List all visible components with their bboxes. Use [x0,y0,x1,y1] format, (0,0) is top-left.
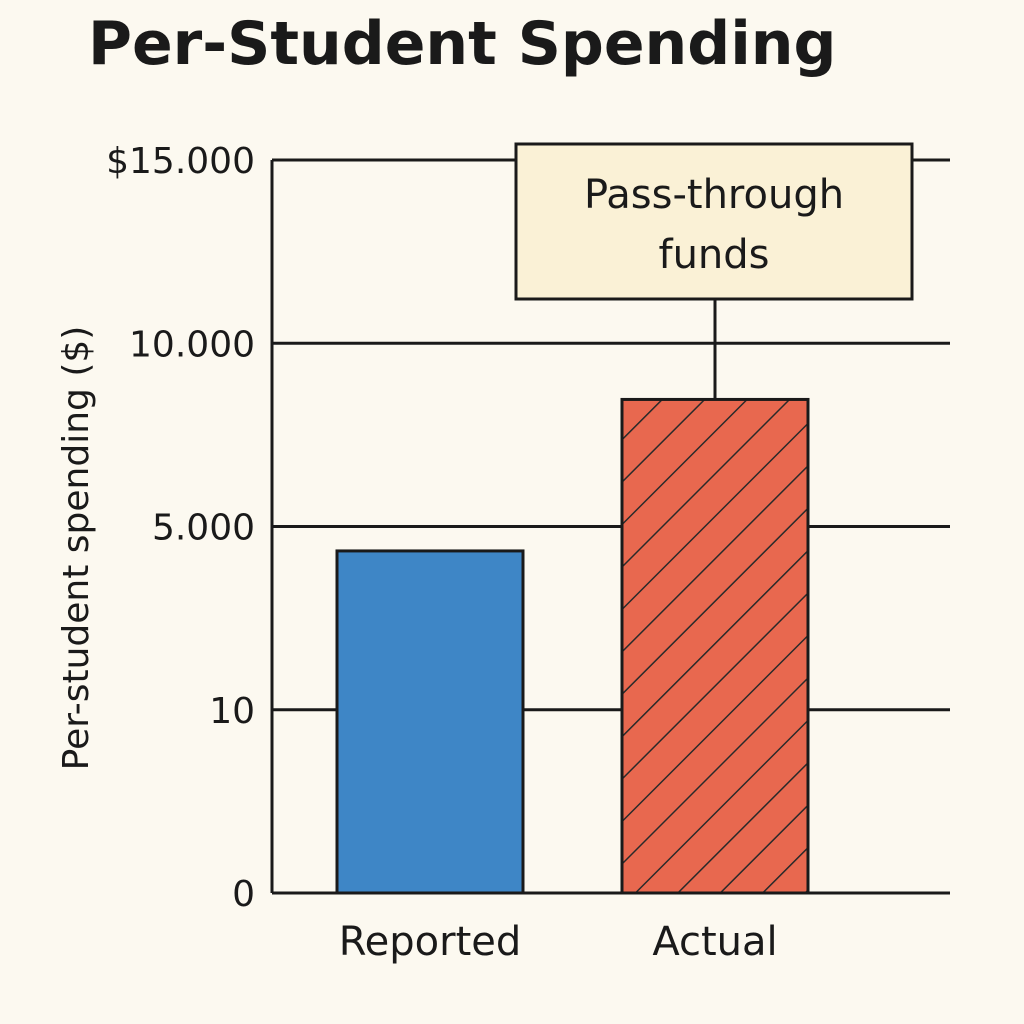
y-tick-label: $15.000 [106,141,255,182]
annotation-text-line-1: Pass-through [584,172,844,218]
category-label-layer: Reported Actual [339,919,778,965]
bar-layer [335,397,810,895]
annotation-box [514,142,914,301]
y-tick-label: 0 [232,874,255,915]
y-axis-label: Per-student spending ($) [56,326,97,771]
chart-title: Per-Student Spending [88,9,836,79]
category-label-actual: Actual [652,919,777,965]
bar-reported [335,549,525,895]
tick-label-layer: 0 10 5.000 10.000 $15.000 [106,141,255,915]
annotation-text-line-2: funds [658,232,769,278]
y-tick-label: 10.000 [129,324,255,365]
bar-actual [620,397,810,895]
y-tick-label: 5.000 [152,508,255,549]
annotation-callout: Pass-through funds [514,142,914,400]
y-tick-label: 10 [209,691,255,732]
category-label-reported: Reported [339,919,522,965]
